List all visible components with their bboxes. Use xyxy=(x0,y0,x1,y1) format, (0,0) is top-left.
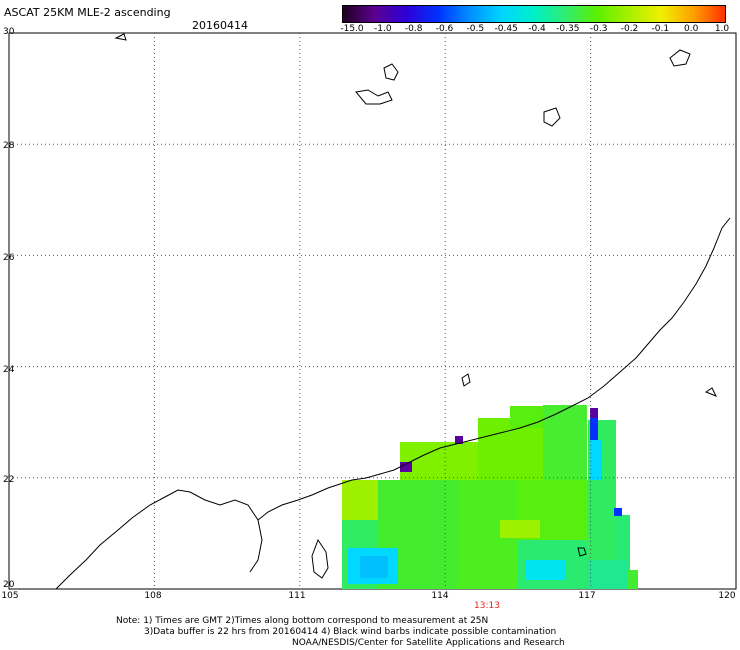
footer-credit: NOAA/NESDIS/Center for Satellite Applica… xyxy=(292,638,565,648)
lon-tick-117: 117 xyxy=(578,591,596,601)
lon-tick-114: 114 xyxy=(431,591,449,601)
map-panel xyxy=(8,32,737,590)
colorbar-label: -0.2 xyxy=(620,24,639,34)
colorbar-label: -1.0 xyxy=(374,24,392,34)
colorbar-label: -0.35 xyxy=(556,24,580,34)
lat-tick-22: 22 xyxy=(3,475,15,485)
graticule xyxy=(9,33,736,589)
colorbar-label: 1.0 xyxy=(714,24,730,34)
lat-tick-28: 28 xyxy=(3,141,15,151)
colorbar-label: -0.45 xyxy=(494,24,518,34)
colorbar-label: 0.0 xyxy=(683,24,699,34)
product-title: ASCAT 25KM MLE-2 ascending xyxy=(4,6,171,19)
footer-note-line1: Note: 1) Times are GMT 2)Times along bot… xyxy=(116,616,489,626)
lat-tick-24: 24 xyxy=(3,365,15,375)
colorbar-label: -15.0 xyxy=(340,24,364,34)
colorbar-label: -0.3 xyxy=(589,24,608,34)
colorbar-label: -0.6 xyxy=(435,24,454,34)
lat-tick-20: 20 xyxy=(3,580,15,590)
colorbar-label: -0.1 xyxy=(651,24,670,34)
lon-tick-120: 120 xyxy=(718,591,736,601)
wind-swath xyxy=(342,405,638,589)
coastline xyxy=(55,33,731,590)
lon-tick-105: 105 xyxy=(1,591,19,601)
lon-tick-108: 108 xyxy=(144,591,162,601)
colorbar xyxy=(342,5,726,23)
pass-time-label: 13:13 xyxy=(474,601,500,611)
product-date: 20160414 xyxy=(192,19,248,32)
colorbar-label: -0.8 xyxy=(404,24,423,34)
lon-tick-111: 111 xyxy=(288,591,306,601)
footer-note-line2: 3)Data buffer is 22 hrs from 20160414 4)… xyxy=(144,627,557,637)
colorbar-labels: -15.0 -1.0 -0.8 -0.6 -0.5 -0.45 -0.4 -0.35 -0.3 -… xyxy=(330,24,730,36)
lat-tick-26: 26 xyxy=(3,253,15,263)
lat-tick-30: 30 xyxy=(3,27,15,37)
colorbar-label: -0.4 xyxy=(528,24,546,34)
colorbar-label: -0.5 xyxy=(466,24,485,34)
